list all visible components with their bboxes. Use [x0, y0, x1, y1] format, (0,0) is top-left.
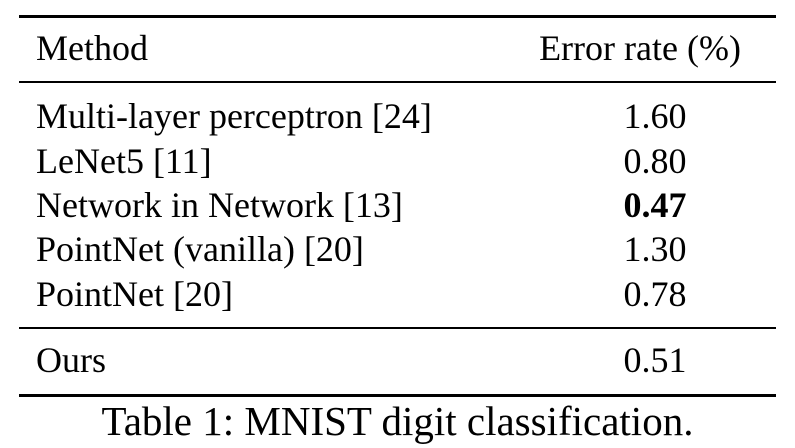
row-method: Network in Network [13] — [36, 185, 403, 225]
table-separator-rule — [19, 327, 776, 329]
table-top-rule — [19, 15, 776, 18]
row-method: PointNet (vanilla) [20] — [36, 229, 364, 269]
row-error-rate: 0.80 — [623, 141, 687, 181]
row-method: Multi-layer perceptron [24] — [36, 96, 432, 136]
row-method: PointNet [20] — [36, 274, 233, 314]
table-header-rule — [19, 81, 776, 83]
header-error-rate: Error rate (%) — [539, 28, 741, 68]
row-error-rate-best: 0.47 — [623, 185, 687, 225]
row-error-rate: 1.30 — [623, 229, 687, 269]
ours-error-rate: 0.51 — [623, 340, 687, 380]
header-method: Method — [36, 28, 148, 68]
row-error-rate: 1.60 — [623, 96, 687, 136]
table-bottom-rule — [19, 394, 776, 397]
row-error-rate: 0.78 — [623, 274, 687, 314]
ours-method: Ours — [36, 340, 106, 380]
table-caption: Table 1: MNIST digit classification. — [101, 398, 694, 444]
row-method: LeNet5 [11] — [36, 141, 212, 181]
